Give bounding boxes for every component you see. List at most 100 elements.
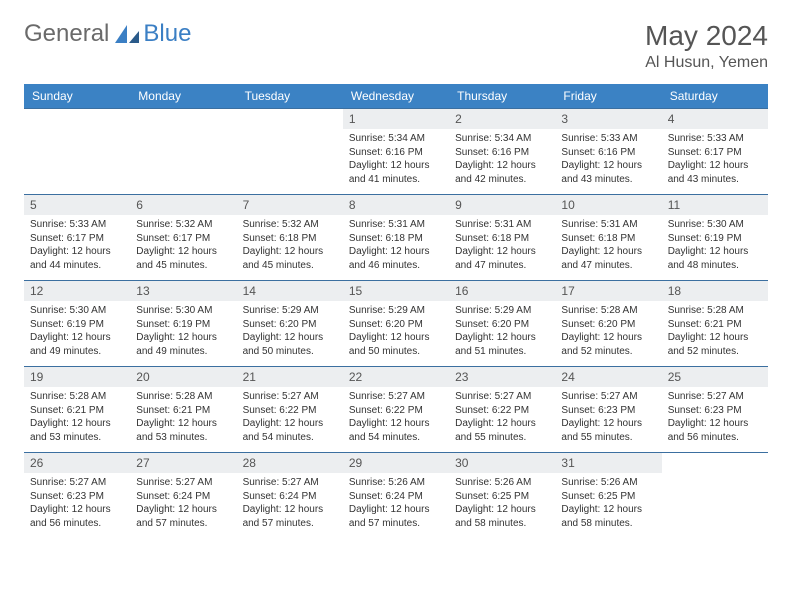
sunrise-text: Sunrise: 5:27 AM <box>30 476 124 490</box>
day-cell: 10Sunrise: 5:31 AMSunset: 6:18 PMDayligh… <box>555 195 661 281</box>
sunrise-text: Sunrise: 5:28 AM <box>668 304 762 318</box>
day-cell: 9Sunrise: 5:31 AMSunset: 6:18 PMDaylight… <box>449 195 555 281</box>
sunrise-text: Sunrise: 5:34 AM <box>455 132 549 146</box>
day-cell: 1Sunrise: 5:34 AMSunset: 6:16 PMDaylight… <box>343 109 449 195</box>
day-info: Sunrise: 5:28 AMSunset: 6:21 PMDaylight:… <box>130 387 236 448</box>
week-row: 5Sunrise: 5:33 AMSunset: 6:17 PMDaylight… <box>24 195 768 281</box>
day-number: 12 <box>24 281 130 301</box>
sunset-text: Sunset: 6:23 PM <box>30 490 124 504</box>
day-number: 13 <box>130 281 236 301</box>
day-cell: 8Sunrise: 5:31 AMSunset: 6:18 PMDaylight… <box>343 195 449 281</box>
day-cell: 13Sunrise: 5:30 AMSunset: 6:19 PMDayligh… <box>130 281 236 367</box>
day-cell <box>237 109 343 195</box>
day-info: Sunrise: 5:30 AMSunset: 6:19 PMDaylight:… <box>662 215 768 276</box>
day-number: 20 <box>130 367 236 387</box>
sunrise-text: Sunrise: 5:28 AM <box>30 390 124 404</box>
day-cell <box>662 453 768 539</box>
sunset-text: Sunset: 6:16 PM <box>349 146 443 160</box>
daylight-text: Daylight: 12 hours and 50 minutes. <box>243 331 337 358</box>
day-number: 2 <box>449 109 555 129</box>
day-info: Sunrise: 5:29 AMSunset: 6:20 PMDaylight:… <box>237 301 343 362</box>
month-title: May 2024 <box>645 20 768 52</box>
day-number <box>237 109 343 115</box>
daylight-text: Daylight: 12 hours and 55 minutes. <box>455 417 549 444</box>
day-number: 30 <box>449 453 555 473</box>
day-number: 9 <box>449 195 555 215</box>
day-number <box>24 109 130 115</box>
day-info: Sunrise: 5:34 AMSunset: 6:16 PMDaylight:… <box>343 129 449 190</box>
sunset-text: Sunset: 6:22 PM <box>349 404 443 418</box>
daylight-text: Daylight: 12 hours and 49 minutes. <box>136 331 230 358</box>
day-header: Thursday <box>449 84 555 109</box>
day-number: 29 <box>343 453 449 473</box>
sunrise-text: Sunrise: 5:27 AM <box>243 390 337 404</box>
day-number: 8 <box>343 195 449 215</box>
daylight-text: Daylight: 12 hours and 58 minutes. <box>455 503 549 530</box>
sunrise-text: Sunrise: 5:34 AM <box>349 132 443 146</box>
daylight-text: Daylight: 12 hours and 52 minutes. <box>668 331 762 358</box>
daylight-text: Daylight: 12 hours and 56 minutes. <box>668 417 762 444</box>
day-info: Sunrise: 5:33 AMSunset: 6:17 PMDaylight:… <box>24 215 130 276</box>
sunrise-text: Sunrise: 5:27 AM <box>455 390 549 404</box>
day-number: 23 <box>449 367 555 387</box>
sail-icon <box>113 23 141 45</box>
sunset-text: Sunset: 6:18 PM <box>561 232 655 246</box>
daylight-text: Daylight: 12 hours and 54 minutes. <box>349 417 443 444</box>
day-number: 16 <box>449 281 555 301</box>
day-cell: 4Sunrise: 5:33 AMSunset: 6:17 PMDaylight… <box>662 109 768 195</box>
sunset-text: Sunset: 6:20 PM <box>455 318 549 332</box>
day-header-row: SundayMondayTuesdayWednesdayThursdayFrid… <box>24 84 768 109</box>
daylight-text: Daylight: 12 hours and 57 minutes. <box>136 503 230 530</box>
sunrise-text: Sunrise: 5:27 AM <box>561 390 655 404</box>
sunrise-text: Sunrise: 5:32 AM <box>136 218 230 232</box>
day-info: Sunrise: 5:31 AMSunset: 6:18 PMDaylight:… <box>343 215 449 276</box>
day-cell: 29Sunrise: 5:26 AMSunset: 6:24 PMDayligh… <box>343 453 449 539</box>
daylight-text: Daylight: 12 hours and 53 minutes. <box>30 417 124 444</box>
day-number: 24 <box>555 367 661 387</box>
day-number: 28 <box>237 453 343 473</box>
day-info: Sunrise: 5:32 AMSunset: 6:17 PMDaylight:… <box>130 215 236 276</box>
day-header: Tuesday <box>237 84 343 109</box>
day-cell: 18Sunrise: 5:28 AMSunset: 6:21 PMDayligh… <box>662 281 768 367</box>
sunset-text: Sunset: 6:21 PM <box>668 318 762 332</box>
day-number: 11 <box>662 195 768 215</box>
day-cell: 15Sunrise: 5:29 AMSunset: 6:20 PMDayligh… <box>343 281 449 367</box>
sunset-text: Sunset: 6:22 PM <box>243 404 337 418</box>
sunset-text: Sunset: 6:19 PM <box>668 232 762 246</box>
day-info: Sunrise: 5:31 AMSunset: 6:18 PMDaylight:… <box>555 215 661 276</box>
day-header: Saturday <box>662 84 768 109</box>
sunrise-text: Sunrise: 5:30 AM <box>136 304 230 318</box>
day-info: Sunrise: 5:27 AMSunset: 6:22 PMDaylight:… <box>343 387 449 448</box>
sunset-text: Sunset: 6:18 PM <box>455 232 549 246</box>
daylight-text: Daylight: 12 hours and 44 minutes. <box>30 245 124 272</box>
sunset-text: Sunset: 6:17 PM <box>136 232 230 246</box>
sunset-text: Sunset: 6:24 PM <box>136 490 230 504</box>
day-number: 4 <box>662 109 768 129</box>
sunset-text: Sunset: 6:20 PM <box>243 318 337 332</box>
daylight-text: Daylight: 12 hours and 51 minutes. <box>455 331 549 358</box>
sunrise-text: Sunrise: 5:30 AM <box>30 304 124 318</box>
day-number: 17 <box>555 281 661 301</box>
day-header: Friday <box>555 84 661 109</box>
sunset-text: Sunset: 6:25 PM <box>455 490 549 504</box>
sunrise-text: Sunrise: 5:30 AM <box>668 218 762 232</box>
day-number <box>662 453 768 459</box>
day-number: 6 <box>130 195 236 215</box>
day-cell: 28Sunrise: 5:27 AMSunset: 6:24 PMDayligh… <box>237 453 343 539</box>
day-info: Sunrise: 5:26 AMSunset: 6:24 PMDaylight:… <box>343 473 449 534</box>
day-number: 31 <box>555 453 661 473</box>
daylight-text: Daylight: 12 hours and 47 minutes. <box>561 245 655 272</box>
brand-logo: General Blue <box>24 20 191 48</box>
daylight-text: Daylight: 12 hours and 41 minutes. <box>349 159 443 186</box>
sunrise-text: Sunrise: 5:33 AM <box>668 132 762 146</box>
day-info: Sunrise: 5:29 AMSunset: 6:20 PMDaylight:… <box>343 301 449 362</box>
day-info: Sunrise: 5:27 AMSunset: 6:22 PMDaylight:… <box>237 387 343 448</box>
day-number: 15 <box>343 281 449 301</box>
brand-text-1: General <box>24 20 109 48</box>
sunset-text: Sunset: 6:17 PM <box>668 146 762 160</box>
daylight-text: Daylight: 12 hours and 46 minutes. <box>349 245 443 272</box>
sunrise-text: Sunrise: 5:26 AM <box>561 476 655 490</box>
daylight-text: Daylight: 12 hours and 57 minutes. <box>349 503 443 530</box>
day-info: Sunrise: 5:28 AMSunset: 6:21 PMDaylight:… <box>24 387 130 448</box>
sunset-text: Sunset: 6:23 PM <box>561 404 655 418</box>
